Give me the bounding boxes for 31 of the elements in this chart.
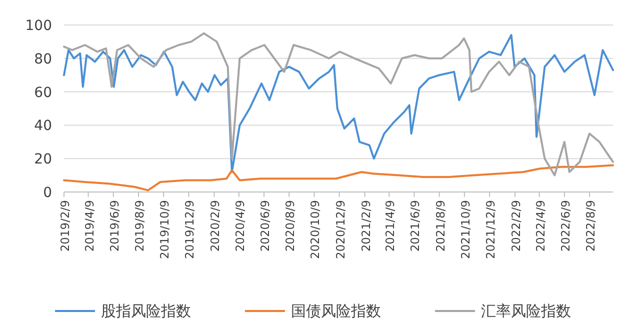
legend-label: 股指风险指数 (101, 302, 191, 320)
y-tick-label: 100 (25, 18, 52, 34)
x-tick-label: 2019/10/9 (158, 200, 172, 259)
x-tick-label: 2022/2/9 (509, 200, 524, 252)
x-tick-label: 2019/12/9 (182, 200, 197, 259)
x-tick-label: 2020/8/9 (283, 200, 298, 252)
x-tick-label: 2020/12/9 (333, 200, 348, 259)
x-tick-label: 2021/6/9 (408, 200, 422, 252)
x-tick-label: 2021/2/9 (358, 200, 373, 252)
x-tick-label: 2020/6/9 (258, 200, 272, 252)
x-tick-label: 2020/4/9 (232, 200, 247, 252)
y-tick-label: 0 (43, 185, 52, 201)
x-tick-label: 2022/4/9 (533, 200, 548, 252)
legend-label: 汇率风险指数 (481, 302, 571, 320)
x-tick-label: 2019/8/9 (132, 200, 146, 252)
y-tick-label: 40 (34, 118, 52, 134)
x-tick-label: 2020/2/9 (208, 200, 222, 252)
x-tick-label: 2019/4/9 (82, 200, 96, 252)
y-tick-label: 80 (34, 51, 52, 68)
x-tick-label: 2021/4/9 (383, 200, 398, 252)
x-tick-label: 2019/2/9 (58, 200, 72, 252)
legend-label: 国债风险指数 (291, 302, 381, 320)
y-tick-label: 60 (34, 84, 52, 101)
x-tick-label: 2021/10/9 (458, 200, 472, 259)
x-tick-label: 2021/12/9 (484, 200, 498, 259)
y-tick-label: 20 (34, 152, 52, 168)
x-tick-label: 2020/10/9 (308, 200, 322, 259)
x-tick-label: 2021/8/9 (433, 200, 448, 252)
x-tick-label: 2019/6/9 (107, 200, 122, 252)
x-tick-label: 2022/8/9 (584, 200, 598, 252)
x-tick-label: 2022/6/9 (558, 200, 572, 252)
